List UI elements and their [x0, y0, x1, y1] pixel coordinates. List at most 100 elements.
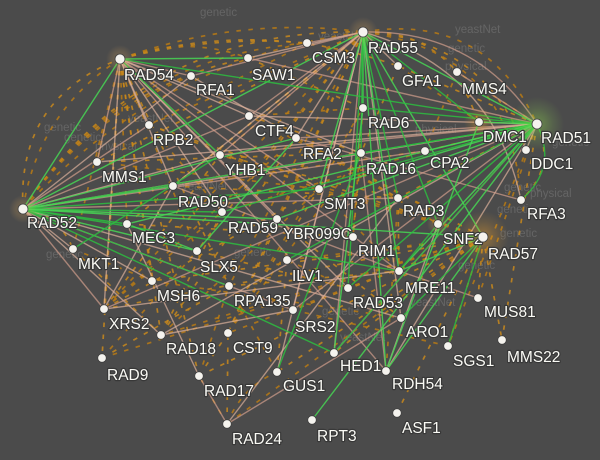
watermark-genetic: genetic — [504, 182, 541, 194]
edge-RAD55-RFA2 — [295, 31, 364, 139]
node-RAD57[interactable] — [477, 231, 489, 243]
node-RAD3[interactable] — [393, 193, 403, 203]
edge-RAD51-MRE11 — [398, 123, 538, 272]
edge-RAD51-MMS22 — [501, 123, 538, 341]
node-CSM3[interactable] — [302, 38, 312, 48]
node-RAD59[interactable] — [217, 207, 227, 217]
node-ARO1[interactable] — [396, 313, 406, 323]
node-CST9[interactable] — [223, 328, 233, 338]
node-YBR099C[interactable] — [272, 214, 282, 224]
node-MKT1[interactable] — [68, 244, 78, 254]
edge-RAD52-SLX5 — [22, 208, 198, 252]
node-GFA1[interactable] — [393, 61, 403, 71]
edge-MKT1-RAD18 — [72, 248, 162, 336]
node-RDH54[interactable] — [381, 366, 391, 376]
node-GUS1[interactable] — [272, 367, 282, 377]
edge-RAD52-RAD54 — [22, 58, 121, 210]
node-RAD24[interactable] — [222, 419, 232, 429]
node-label-RAD17: RAD17 — [204, 383, 254, 400]
node-XRS2[interactable] — [99, 304, 109, 314]
edge-MEC3-RAD17 — [126, 223, 200, 377]
edge-MMS1-SMT3 — [96, 161, 320, 190]
node-label-RFA1: RFA1 — [196, 82, 235, 99]
node-SMT3[interactable] — [314, 184, 324, 194]
node-SAW1[interactable] — [243, 53, 253, 63]
watermark-genetic: genetic — [552, 137, 589, 149]
node-label-RAD51: RAD51 — [541, 130, 591, 147]
node-RAD55[interactable] — [357, 26, 369, 38]
node-MMS22[interactable] — [497, 335, 507, 345]
edge-CTF4-RAD16 — [248, 115, 362, 154]
node-SGS1[interactable] — [443, 341, 453, 351]
node-ASF1[interactable] — [392, 408, 402, 418]
edge-RAD55-MRE11 — [362, 31, 400, 272]
node-RPT3[interactable] — [307, 415, 317, 425]
node-SNF2[interactable] — [433, 219, 443, 229]
node-ILV1[interactable] — [282, 255, 292, 265]
node-RFA3[interactable] — [516, 195, 526, 205]
node-label-RAD54: RAD54 — [124, 67, 174, 84]
node-MUS81[interactable] — [473, 293, 483, 303]
edge-GUS1-RAD16 — [276, 152, 362, 373]
edge-RAD51-XRS2 — [103, 123, 538, 310]
node-CTF4[interactable] — [244, 111, 254, 121]
edge-RAD55-CTF4 — [248, 31, 364, 117]
node-MMS4[interactable] — [452, 67, 462, 77]
edge-RAD51-MMS1 — [96, 123, 538, 163]
node-RAD9[interactable] — [97, 353, 107, 363]
node-label-CPA2: CPA2 — [430, 155, 469, 172]
node-RAD18[interactable] — [156, 330, 166, 340]
node-CPA2[interactable] — [420, 146, 430, 156]
node-SRS2[interactable] — [288, 305, 298, 315]
edge-RAD52-XRS2 — [22, 208, 105, 310]
edge-RPA135-MRE11 — [228, 270, 400, 287]
node-DDC1[interactable] — [521, 145, 531, 155]
node-RIM1[interactable] — [348, 232, 358, 242]
node-label-RAD3: RAD3 — [403, 203, 444, 220]
edge-RAD52-CTF4 — [22, 115, 250, 210]
node-label-MRE11: MRE11 — [405, 280, 456, 297]
node-MRE11[interactable] — [394, 266, 404, 276]
edge-RFA1-RFA2 — [190, 75, 297, 139]
node-MEC3[interactable] — [122, 219, 132, 229]
node-RAD50[interactable] — [168, 181, 178, 191]
edge-RAD54-SAW1 — [119, 57, 249, 60]
edge-RAD51-MEC3 — [126, 123, 538, 225]
node-RAD51[interactable] — [531, 118, 543, 130]
edge-RAD57-RAD24 — [226, 236, 484, 425]
node-DMC1[interactable] — [474, 117, 484, 127]
node-label-DDC1: DDC1 — [531, 156, 573, 173]
node-MSH6[interactable] — [147, 276, 157, 286]
node-HED1[interactable] — [329, 348, 339, 358]
node-label-RPB2: RPB2 — [153, 132, 194, 149]
edge-RAD57-CTF4 — [248, 115, 484, 238]
edge-RAD54-CTF4 — [119, 58, 250, 117]
edge-HED1-RAD6 — [333, 107, 364, 354]
edge-RAD52-RFA1 — [22, 75, 192, 210]
watermark-genetic: genetic — [44, 122, 81, 134]
node-RAD53[interactable] — [343, 283, 353, 293]
node-RAD6[interactable] — [358, 103, 368, 113]
node-label-GUS1: GUS1 — [283, 378, 325, 395]
node-YHB1[interactable] — [215, 150, 225, 160]
node-label-GFA1: GFA1 — [402, 73, 442, 90]
edge-RAD51-RFA2 — [295, 123, 538, 139]
node-RAD54[interactable] — [114, 53, 126, 65]
node-SLX5[interactable] — [192, 246, 202, 256]
node-RPA135[interactable] — [224, 281, 234, 291]
edge-RAD52-MKT1 — [22, 208, 74, 250]
node-RFA2[interactable] — [291, 133, 301, 143]
node-label-MUS81: MUS81 — [484, 304, 536, 321]
node-label-RPT3: RPT3 — [317, 428, 357, 445]
node-RFA1[interactable] — [186, 71, 196, 81]
node-RAD52[interactable] — [17, 203, 29, 215]
edge-RAD55-SNF2 — [362, 31, 439, 225]
edge-RAD52-RAD59 — [22, 208, 223, 213]
node-MMS1[interactable] — [92, 157, 102, 167]
node-RAD17[interactable] — [194, 371, 204, 381]
node-RPB2[interactable] — [144, 120, 154, 130]
watermark-genetic: genetic — [322, 306, 359, 318]
node-RAD16[interactable] — [356, 148, 366, 158]
